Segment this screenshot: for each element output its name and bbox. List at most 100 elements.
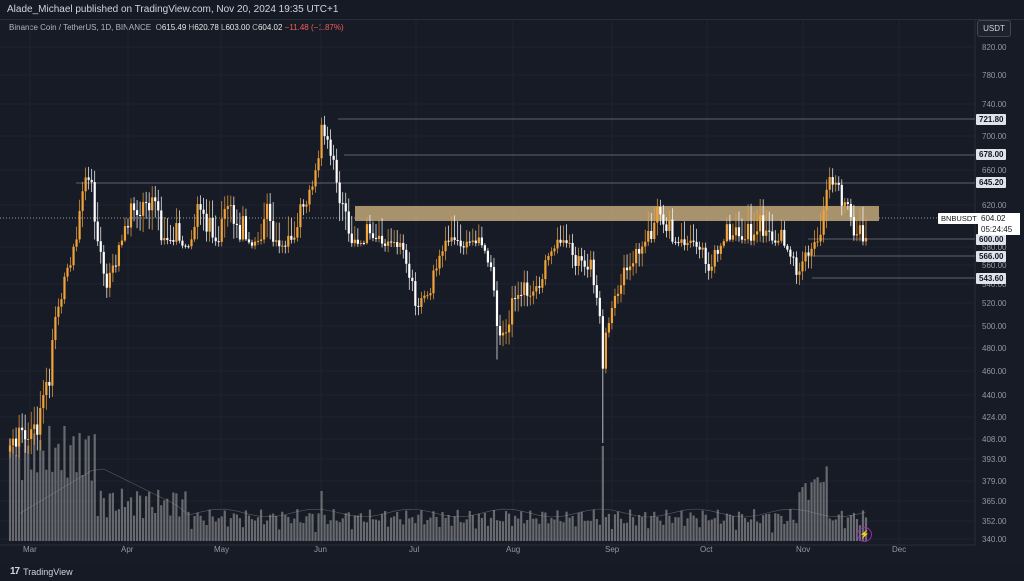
candle-body [408,263,411,278]
candle-body [511,298,514,325]
candle-body [151,197,154,211]
candle-body [190,239,193,247]
candle-body [117,245,121,267]
candle-body [662,214,665,225]
volume-bar [374,519,378,541]
y-tick: 700.00 [982,132,1007,141]
candle-body [314,170,317,187]
resistance-zone[interactable] [355,206,879,221]
volume-bar [492,509,496,541]
candle-body [595,285,598,298]
candle-body [93,182,96,222]
volume-bar [14,455,18,541]
volume-bar [704,514,707,541]
symbol-name: Binance Coin / TetherUS, 1D, BINANCE [9,23,152,32]
level-lines[interactable] [76,118,975,279]
candle-body [592,259,595,286]
flash-icon[interactable]: ⚡ [857,527,872,542]
candle-body [619,285,623,294]
candle-body [356,239,359,244]
candle-body [175,223,178,242]
candle-body [683,239,686,246]
candle-body [861,225,865,242]
vertical-grid [29,20,900,545]
candle-body [99,241,102,252]
volume-bar [393,516,396,541]
candle-body [396,242,399,247]
volume-bar [674,517,677,541]
volume-bar [777,513,780,541]
volume-bar [828,518,831,541]
volume-bar [326,524,329,541]
candle-body [471,240,474,242]
volume-bar [483,513,486,541]
candle-body [801,261,804,272]
volume-bar [468,510,471,541]
volume-bar [383,511,387,541]
candle-body [157,201,160,211]
candle-body [777,240,780,243]
volume-bar [719,523,722,541]
volume-bar [135,491,139,541]
candle-body [819,234,822,242]
volume-bar [54,447,57,541]
volume-bar [559,521,562,541]
x-tick: Dec [892,545,907,554]
volume-bar [108,493,111,541]
volume-bar [725,513,728,541]
currency-selector[interactable]: USDT [977,20,1011,37]
volume-bar [459,522,462,541]
tradingview-brand[interactable]: 17 TradingView [10,566,73,577]
volume-bar [235,514,238,541]
volume-bar [338,522,341,541]
x-tick: Apr [121,545,134,554]
volume-bar [48,425,51,541]
candle-body [607,323,611,333]
volume-bar [538,523,541,541]
volume-bar [69,445,72,541]
volume-bar [142,518,145,541]
candle-body [616,293,620,296]
volume-bar [653,511,656,541]
volume-bar [465,519,468,541]
candle-body [90,179,93,183]
volume-bar [305,516,308,541]
volume-bar [166,498,169,541]
candle-body [111,265,114,273]
volume-bar [81,474,84,541]
candle-body [532,291,535,296]
volume-bar [565,511,568,541]
volume-bar [266,520,269,541]
volume-bar [625,522,629,541]
volume-bar [619,518,623,541]
candle-body [538,286,541,288]
level-label: 678.00 [976,149,1007,160]
candle-body [178,223,181,241]
low-label: L [221,23,226,32]
footer [0,564,1024,581]
volume-bar [229,518,232,541]
candle-body [54,316,57,340]
candle-body [828,177,831,190]
candle-body [665,224,668,231]
volume-bar [716,509,719,541]
candle-body [837,182,840,185]
candle-body [368,224,372,234]
candle-body [262,219,266,240]
volume-bar [93,434,96,541]
candle-body [447,240,450,242]
volume-bar [813,479,816,541]
volume-bar [102,498,105,541]
volume-bar [450,525,453,541]
candle-body [565,240,568,244]
candle-body [359,242,362,244]
volume-bar [371,519,375,541]
volume-bar [577,512,580,541]
candle-body [320,124,323,159]
volume-bar [414,523,417,541]
volume-bar [114,510,117,541]
volume-bar [692,515,695,541]
candle-body [589,259,592,270]
candle-body [456,239,459,241]
